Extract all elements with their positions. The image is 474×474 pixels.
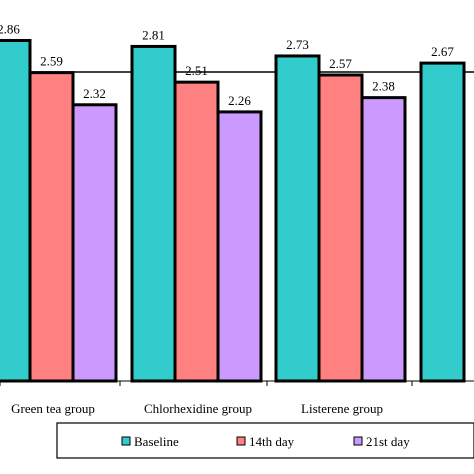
bar-green-tea-group-21st-day xyxy=(71,103,118,383)
bar-green-tea-group-baseline xyxy=(0,38,32,383)
bar-chlorhexidine-group-14th-day xyxy=(173,80,220,383)
bar-listerene-group-21st-day xyxy=(360,96,407,383)
category-label-green-tea-group: Green tea group xyxy=(11,401,95,416)
category-labels-layer: Green tea group Chlorhexidine group Lister… xyxy=(11,401,383,416)
data-label-chlorhexidine-group-21st-day: 2.26 xyxy=(228,93,251,108)
legend-label-baseline: Baseline xyxy=(134,434,179,449)
legend-swatch-baseline xyxy=(121,436,131,446)
data-label-listerene-group-14th-day: 2.57 xyxy=(329,56,352,71)
bar-chlorhexidine-group-baseline xyxy=(130,44,177,383)
data-label-green-tea-group-14th-day: 2.59 xyxy=(40,54,63,69)
data-label-listerene-group-21st-day: 2.38 xyxy=(372,79,395,94)
bar-chlorhexidine-group-21st-day xyxy=(216,110,263,383)
legend-swatch-14th-day xyxy=(236,436,246,446)
data-label-scali-baseline: 2.67 xyxy=(431,44,454,59)
category-label-listerene-group: Listerene group xyxy=(301,401,383,416)
data-label-chlorhexidine-group-14th-day: 2.51 xyxy=(185,63,208,78)
bar-scali-baseline xyxy=(419,61,466,383)
data-labels-layer: 2.86 2.59 2.32 2.81 2.51 2.26 2.73 2.57 2.38 2.67 xyxy=(0,21,454,107)
category-label-chlorhexidine-group: Chlorhexidine group xyxy=(144,401,252,416)
data-label-listerene-group-baseline: 2.73 xyxy=(286,37,309,52)
legend-swatch-21st-day xyxy=(353,436,363,446)
bars-layer xyxy=(0,38,466,383)
legend-label-14th-day: 14th day xyxy=(249,434,295,449)
bar-listerene-group-baseline xyxy=(274,54,321,383)
data-label-green-tea-group-21st-day: 2.32 xyxy=(83,86,106,101)
bar-listerene-group-14th-day xyxy=(317,73,364,383)
bar-green-tea-group-14th-day xyxy=(28,71,75,383)
data-label-green-tea-group-baseline: 2.86 xyxy=(0,21,20,36)
legend: Baseline 14th day 21st day xyxy=(56,422,474,459)
legend-label-21st-day: 21st day xyxy=(366,434,410,449)
data-label-chlorhexidine-group-baseline: 2.81 xyxy=(142,27,165,42)
